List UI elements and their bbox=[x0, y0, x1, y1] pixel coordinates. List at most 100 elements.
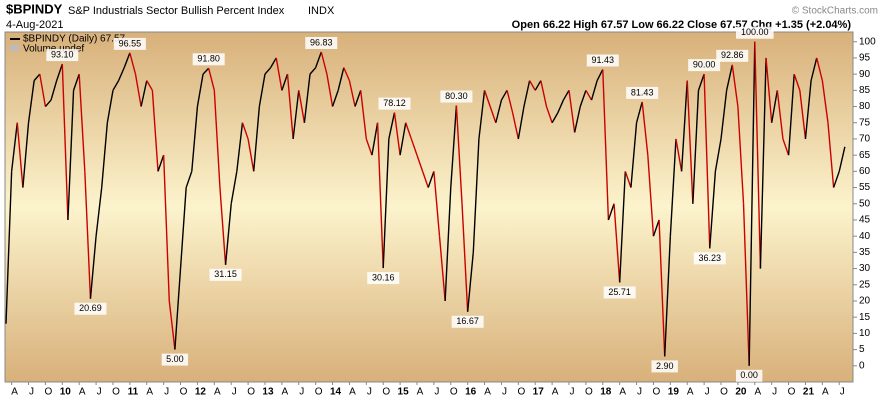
legend-label: $BPINDY (Daily) 67.57 bbox=[23, 34, 126, 45]
line-segment bbox=[320, 51, 328, 75]
x-tick-label: A bbox=[417, 387, 424, 398]
y-tick-label: 85 bbox=[859, 85, 871, 96]
x-tick-label: A bbox=[349, 387, 356, 398]
y-tick-label: 35 bbox=[859, 247, 871, 258]
data-label-box bbox=[46, 49, 79, 62]
y-tick-label: 30 bbox=[859, 263, 871, 274]
data-label-box bbox=[113, 37, 146, 50]
y-tick-label: 10 bbox=[859, 328, 871, 339]
line-segment bbox=[545, 106, 553, 123]
line-segment bbox=[416, 154, 424, 172]
legend-swatch bbox=[10, 45, 19, 51]
line-segment bbox=[720, 90, 728, 140]
data-label-box bbox=[192, 53, 225, 66]
line-segment bbox=[33, 73, 41, 82]
line-segment bbox=[427, 171, 435, 188]
x-tick-label: A bbox=[619, 387, 626, 398]
exchange: INDX bbox=[308, 5, 335, 17]
line-segment bbox=[607, 203, 615, 221]
y-tick-label: 20 bbox=[859, 296, 871, 307]
line-segment bbox=[10, 122, 18, 172]
line-segment bbox=[450, 105, 458, 188]
data-label: 31.15 bbox=[214, 269, 237, 279]
line-segment bbox=[641, 101, 649, 156]
x-tick-label: 18 bbox=[600, 387, 612, 398]
line-segment bbox=[444, 187, 452, 302]
line-segment bbox=[196, 74, 204, 107]
x-tick-label: J bbox=[570, 387, 575, 398]
line-segment bbox=[478, 90, 486, 140]
x-tick-label: J bbox=[29, 387, 34, 398]
line-segment bbox=[523, 80, 531, 107]
line-segment bbox=[573, 106, 581, 133]
x-tick-label: J bbox=[97, 387, 102, 398]
line-segment bbox=[270, 57, 277, 68]
data-label-box bbox=[367, 272, 400, 285]
line-segment bbox=[455, 105, 463, 204]
line-segment bbox=[146, 80, 153, 91]
data-label-box bbox=[693, 252, 726, 265]
y-tick-label: 90 bbox=[859, 69, 871, 80]
line-segment bbox=[27, 80, 35, 123]
line-segment bbox=[832, 171, 840, 188]
x-tick-label: O bbox=[653, 387, 661, 398]
line-segment bbox=[613, 203, 621, 283]
data-label-box bbox=[451, 315, 484, 328]
data-label-box bbox=[209, 268, 242, 281]
line-segment bbox=[827, 122, 835, 188]
line-segment bbox=[326, 74, 334, 107]
line-segment bbox=[129, 52, 137, 75]
line-segment bbox=[388, 112, 396, 140]
line-segment bbox=[754, 41, 762, 269]
data-label: 5.00 bbox=[166, 354, 184, 364]
x-tick-label: J bbox=[637, 387, 642, 398]
line-segment bbox=[483, 90, 491, 107]
y-tick-label: 70 bbox=[859, 134, 871, 145]
data-label: 91.43 bbox=[592, 55, 615, 65]
x-tick-label: O bbox=[382, 387, 390, 398]
date: 4-Aug-2021 bbox=[6, 19, 64, 31]
x-tick-label: J bbox=[367, 387, 372, 398]
y-tick-label: 45 bbox=[859, 215, 871, 226]
x-tick-label: 11 bbox=[128, 387, 139, 398]
data-label-box bbox=[688, 59, 721, 72]
line-segment bbox=[506, 90, 514, 114]
y-tick-label: 65 bbox=[859, 150, 871, 161]
data-label-box bbox=[440, 90, 473, 103]
symbol: $BPINDY bbox=[6, 1, 63, 16]
x-tick-label: A bbox=[552, 387, 559, 398]
data-label-box bbox=[378, 97, 411, 110]
line-segment bbox=[309, 67, 317, 75]
y-tick-label: 60 bbox=[859, 166, 871, 177]
line-segment bbox=[275, 57, 283, 91]
line-segment bbox=[731, 64, 739, 107]
data-label: 20.69 bbox=[79, 303, 102, 313]
x-tick-label: O bbox=[112, 387, 120, 398]
x-tick-label: O bbox=[585, 387, 593, 398]
line-segment bbox=[78, 74, 86, 172]
line-segment bbox=[253, 106, 261, 172]
x-tick-label: O bbox=[720, 387, 728, 398]
line-segment bbox=[697, 73, 705, 91]
line-segment bbox=[680, 80, 688, 172]
data-label: 36.23 bbox=[698, 253, 721, 263]
line-segment bbox=[134, 74, 142, 107]
line-segment bbox=[686, 80, 694, 204]
line-segment bbox=[208, 68, 215, 91]
x-tick-label: A bbox=[822, 387, 829, 398]
line-segment bbox=[22, 122, 30, 188]
line-segment bbox=[162, 155, 170, 302]
data-label: 92.86 bbox=[721, 50, 744, 60]
line-segment bbox=[433, 171, 441, 237]
x-tick-label: J bbox=[434, 387, 439, 398]
line-segment bbox=[461, 203, 469, 312]
data-label: 96.55 bbox=[119, 38, 142, 48]
line-segment bbox=[247, 138, 255, 172]
data-label: 96.83 bbox=[310, 37, 333, 47]
line-segment bbox=[725, 64, 733, 91]
line-segment bbox=[337, 67, 345, 91]
line-segment bbox=[421, 171, 429, 188]
data-label: 2.90 bbox=[656, 361, 674, 371]
line-segment bbox=[50, 80, 58, 101]
line-segment bbox=[140, 80, 148, 107]
